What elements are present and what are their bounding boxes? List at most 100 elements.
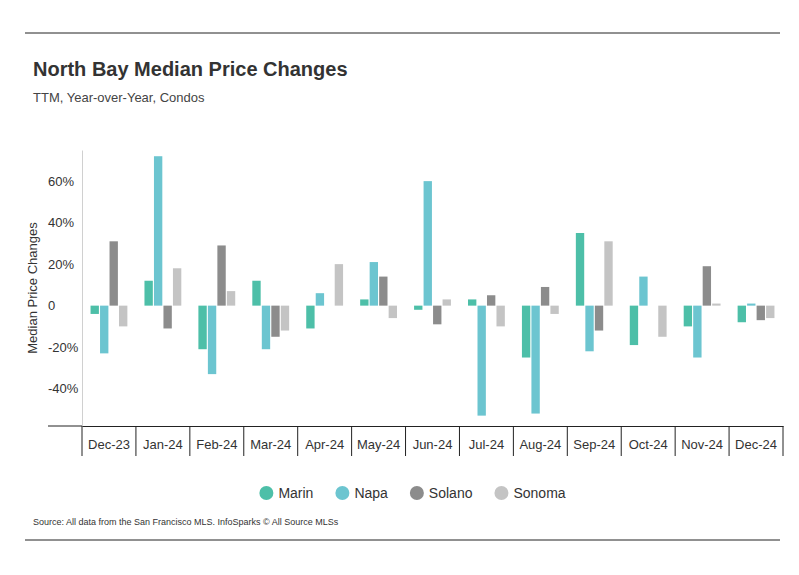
category-separator bbox=[729, 426, 730, 456]
bar bbox=[389, 306, 397, 318]
category-separator bbox=[459, 426, 460, 456]
x-tick-label: Dec-23 bbox=[88, 437, 130, 452]
bar bbox=[487, 295, 495, 305]
legend-item: Solano bbox=[410, 485, 473, 501]
x-tick-label: Aug-24 bbox=[519, 437, 561, 452]
y-tick-label: -20% bbox=[48, 340, 79, 355]
bar bbox=[227, 291, 235, 306]
y-axis-line bbox=[82, 151, 83, 427]
bar bbox=[658, 306, 666, 337]
category-separator bbox=[567, 426, 568, 456]
bar-series bbox=[91, 233, 746, 358]
bar bbox=[217, 245, 225, 305]
legend-label: Napa bbox=[354, 485, 388, 501]
bar bbox=[262, 306, 270, 350]
bar bbox=[522, 306, 530, 358]
x-tick: May-24 bbox=[357, 426, 400, 452]
y-tick-label: -40% bbox=[48, 381, 79, 396]
x-tick: Mar-24 bbox=[250, 426, 291, 452]
x-tick-label: Jul-24 bbox=[469, 437, 504, 452]
y-tick: 60% bbox=[48, 174, 82, 189]
y-tick-label: 0 bbox=[48, 298, 55, 313]
bar bbox=[747, 304, 755, 306]
x-tick: Oct-24 bbox=[629, 426, 668, 452]
bar bbox=[531, 306, 539, 414]
y-tick-label: 20% bbox=[48, 257, 74, 272]
category-separator bbox=[783, 426, 784, 456]
bar bbox=[306, 306, 314, 329]
category-separators bbox=[82, 426, 783, 456]
source: Source: All data from the San Francisco … bbox=[33, 517, 339, 527]
x-tick: Jun-24 bbox=[413, 426, 453, 452]
bar bbox=[443, 299, 451, 305]
bar bbox=[414, 306, 422, 310]
bar bbox=[370, 262, 378, 306]
bar bbox=[271, 306, 279, 337]
x-tick: Nov-24 bbox=[681, 426, 723, 452]
x-tick: Aug-24 bbox=[519, 426, 561, 452]
top-rule bbox=[25, 33, 780, 34]
legend-item: Sonoma bbox=[494, 485, 565, 501]
bar bbox=[595, 306, 603, 331]
bar bbox=[604, 241, 612, 305]
y-tick-label: 60% bbox=[48, 174, 74, 189]
bar bbox=[154, 156, 162, 305]
bar bbox=[585, 306, 593, 352]
category-separator bbox=[82, 426, 83, 456]
bar bbox=[252, 281, 260, 306]
legend-swatch bbox=[410, 486, 424, 500]
bar bbox=[424, 181, 432, 306]
x-axis-line bbox=[83, 426, 784, 427]
y-axis: -40% -20% 0 20% 40% 60% bbox=[48, 151, 83, 427]
bar bbox=[684, 306, 692, 327]
bar bbox=[198, 306, 206, 350]
y-tick: 40% bbox=[48, 215, 82, 230]
legend: Marin Napa Solano Sonoma bbox=[259, 485, 565, 501]
x-tick: Dec-24 bbox=[735, 426, 777, 452]
bar bbox=[360, 299, 368, 305]
legend-item: Marin bbox=[259, 485, 313, 501]
bar bbox=[119, 306, 127, 327]
bar bbox=[757, 306, 765, 321]
title: North Bay Median Price Changes bbox=[33, 58, 348, 80]
bar-series bbox=[119, 241, 774, 336]
y-tick: -40% bbox=[48, 381, 82, 396]
bar bbox=[144, 281, 152, 306]
bar bbox=[316, 293, 324, 305]
legend-label: Sonoma bbox=[513, 485, 565, 501]
bar bbox=[110, 241, 118, 305]
bar bbox=[703, 266, 711, 305]
y-tick: 0 bbox=[48, 298, 82, 313]
x-tick: Feb-24 bbox=[196, 426, 237, 452]
category-separator bbox=[297, 426, 298, 456]
x-tick-label: Sep-24 bbox=[573, 437, 615, 452]
bar bbox=[433, 306, 441, 325]
category-separator bbox=[675, 426, 676, 456]
x-tick-label: Nov-24 bbox=[681, 437, 723, 452]
y-tick-label: 40% bbox=[48, 215, 74, 230]
subtitle: TTM, Year-over-Year, Condos bbox=[33, 90, 205, 105]
bar bbox=[477, 306, 485, 416]
bar bbox=[173, 268, 181, 305]
bar bbox=[639, 277, 647, 306]
x-tick-label: Jun-24 bbox=[413, 437, 453, 452]
x-tick-label: Dec-24 bbox=[735, 437, 777, 452]
x-tick: Dec-23 bbox=[88, 426, 130, 452]
category-separator bbox=[243, 426, 244, 456]
x-tick-label: Feb-24 bbox=[196, 437, 237, 452]
bars bbox=[91, 156, 775, 415]
bar-series bbox=[100, 156, 755, 415]
bar bbox=[766, 306, 774, 318]
x-axis-extension bbox=[48, 426, 82, 427]
x-tick-label: Mar-24 bbox=[250, 437, 291, 452]
bar bbox=[541, 287, 549, 306]
bar bbox=[100, 306, 108, 354]
x-tick: Sep-24 bbox=[573, 426, 615, 452]
legend-label: Solano bbox=[429, 485, 473, 501]
legend-swatch bbox=[494, 486, 508, 500]
bar bbox=[630, 306, 638, 345]
bar bbox=[163, 306, 171, 329]
bar bbox=[379, 277, 387, 306]
y-tick: 20% bbox=[48, 257, 82, 272]
bar bbox=[550, 306, 558, 314]
